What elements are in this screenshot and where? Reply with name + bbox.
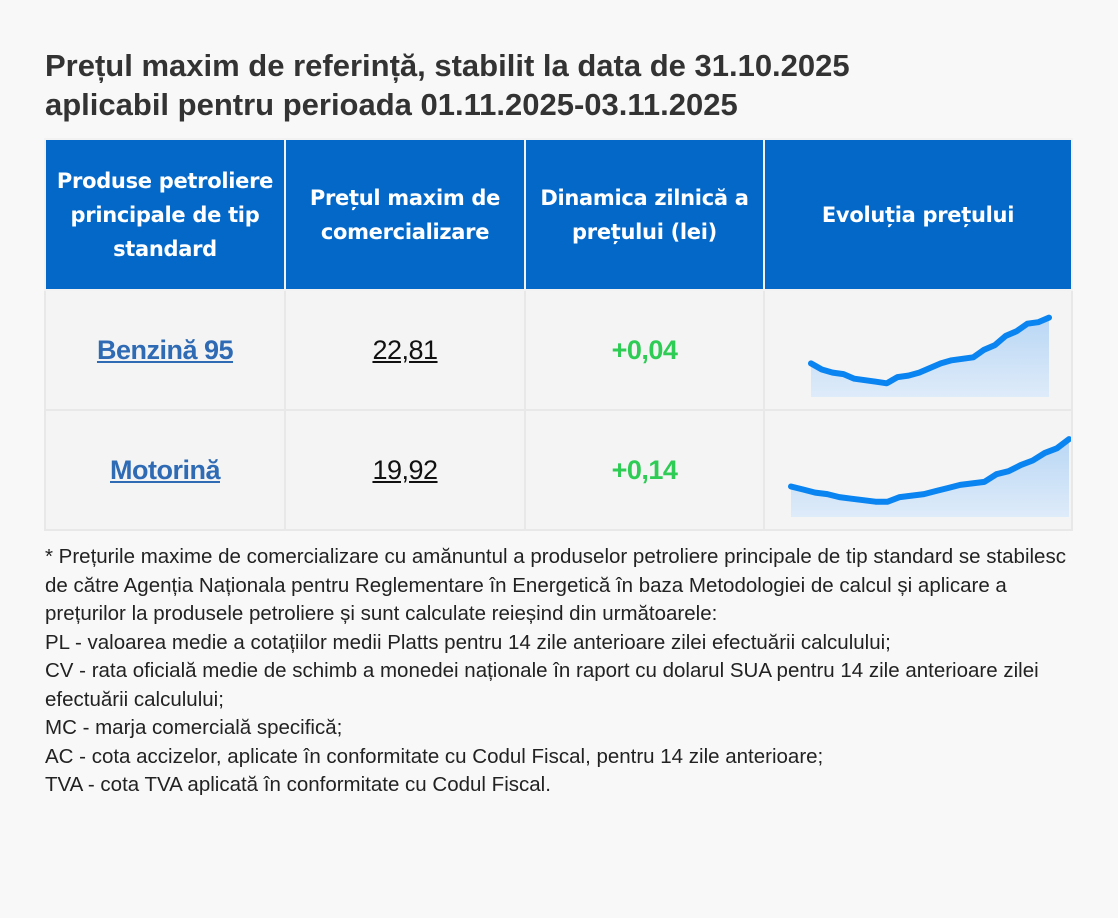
price-link-benzina-95[interactable]: 22,81 bbox=[372, 334, 438, 365]
title-line-1: Prețul maxim de referință, stabilit la d… bbox=[45, 48, 850, 83]
daily-change-benzina-95: +0,04 bbox=[611, 334, 678, 365]
sparkline-area bbox=[811, 317, 1049, 397]
table-row: Benzină 95 22,81 +0,04 bbox=[44, 289, 1073, 411]
cell-trend bbox=[763, 289, 1073, 411]
footnote-item-tva: TVA - cota TVA aplicată în conformitate … bbox=[45, 773, 551, 796]
header-price-evolution: Evoluția prețului bbox=[763, 138, 1073, 291]
sparkline-benzina-95 bbox=[808, 314, 1052, 397]
cell-delta: +0,04 bbox=[524, 289, 765, 411]
header-daily-change: Dinamica zilnică a prețului (lei) bbox=[524, 138, 765, 291]
table-row: Motorină 19,92 +0,14 bbox=[44, 409, 1073, 531]
header-product: Produse petroliere principale de tip sta… bbox=[44, 138, 286, 291]
footnote-item-cv: CV - rata oficială medie de schimb a mon… bbox=[45, 659, 1039, 711]
product-link-motorina[interactable]: Motorină bbox=[110, 454, 221, 485]
sparkline-line bbox=[788, 436, 1071, 505]
footnote: * Prețurile maxime de comercializare cu … bbox=[45, 543, 1085, 800]
header-max-price: Prețul maxim de comercializare bbox=[284, 138, 526, 291]
footnote-intro: * Prețurile maxime de comercializare cu … bbox=[45, 545, 1066, 625]
cell-delta: +0,14 bbox=[524, 409, 765, 531]
daily-change-motorina: +0,14 bbox=[611, 454, 678, 485]
cell-price: 22,81 bbox=[284, 289, 526, 411]
sparkline-line bbox=[808, 314, 1052, 387]
sparkline-area bbox=[791, 439, 1069, 517]
cell-price: 19,92 bbox=[284, 409, 526, 531]
footnote-item-ac: AC - cota accizelor, aplicate în conform… bbox=[45, 744, 824, 768]
sparkline-motorina bbox=[788, 436, 1071, 517]
cell-product: Motorină bbox=[44, 409, 286, 531]
page-title: Prețul maxim de referință, stabilit la d… bbox=[45, 46, 1085, 124]
cell-product: Benzină 95 bbox=[44, 289, 286, 411]
cell-trend bbox=[763, 409, 1073, 531]
table-header-row: Produse petroliere principale de tip sta… bbox=[44, 138, 1073, 291]
footnote-item-mc: MC - marja comercială specifică; bbox=[45, 716, 343, 739]
price-link-motorina[interactable]: 19,92 bbox=[372, 454, 438, 485]
price-table: Produse petroliere principale de tip sta… bbox=[44, 138, 1073, 531]
product-link-benzina-95[interactable]: Benzină 95 bbox=[96, 334, 234, 365]
title-line-2: aplicabil pentru perioada 01.11.2025-03.… bbox=[45, 87, 738, 122]
footnote-item-pl: PL - valoarea medie a cotațiilor medii P… bbox=[45, 630, 891, 654]
